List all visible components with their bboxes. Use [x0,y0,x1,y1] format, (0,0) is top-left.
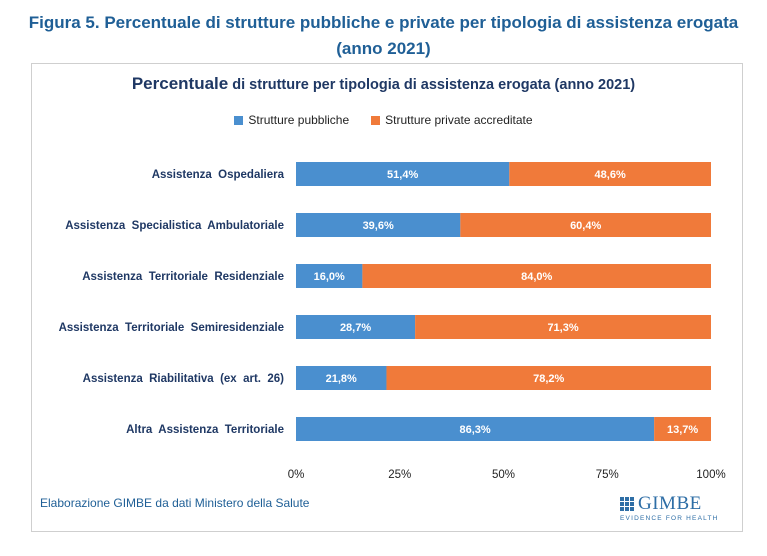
legend-label-private: Strutture private accreditate [385,113,533,127]
bar-value-label: 86,3% [459,424,490,436]
gimbe-logo-icon [620,497,634,511]
chart-title: Percentuale di strutture per tipologia d… [0,73,767,96]
bar-value-label: 84,0% [521,271,552,283]
legend-item-private: Strutture private accreditate [371,113,533,127]
source-note: Elaborazione GIMBE da dati Ministero del… [40,496,310,510]
category-label: Assistenza Territoriale Residenziale [82,271,284,283]
bar-private [415,315,711,339]
bar-value-label: 60,4% [570,220,601,232]
chart-title-lead: Percentuale [131,74,229,93]
logo-tagline: EVIDENCE FOR HEALTH [620,515,719,522]
x-tick-label: 100% [696,469,725,481]
bar-value-label: 21,8% [326,373,357,385]
figure-title: Figura 5. Percentuale di strutture pubbl… [28,13,739,32]
bar-value-label: 16,0% [314,271,345,283]
category-label: Assistenza Ospedaliera [152,169,285,181]
legend-label-public: Strutture pubbliche [248,113,350,127]
bar-private [362,264,711,288]
legend-item-public: Strutture pubbliche [234,113,349,127]
category-label: Assistenza Specialistica Ambulatoriale [65,220,284,232]
bar-public [296,213,461,237]
category-label: Assistenza Riabilitativa (ex art. 26) [83,373,284,385]
bar-public [296,417,655,441]
bar-value-label: 71,3% [547,322,578,334]
bar-private [460,213,711,237]
bar-public [296,264,363,288]
bar-private [654,417,711,441]
legend-swatch-private [371,115,381,125]
bar-value-label: 28,7% [340,322,371,334]
bar-value-label: 51,4% [387,169,418,181]
x-tick-label: 75% [596,469,619,481]
chart-title-rest: di strutture per tipologia di assistenza… [228,77,636,93]
bar-private [386,366,711,390]
x-tick-label: 0% [288,469,305,481]
logo-word: GIMBE [638,493,702,514]
x-tick-label: 50% [492,469,515,481]
chart-frame [31,63,743,532]
category-label: Altra Assistenza Territoriale [126,424,284,436]
bar-value-label: 48,6% [595,169,626,181]
bar-public [296,162,510,186]
bar-public [296,315,416,339]
category-label: Assistenza Territoriale Semiresidenziale [59,322,284,334]
figure-title-year: (anno 2021) [336,39,431,58]
gimbe-logo: GIMBE EVIDENCE FOR HEALTH [620,494,720,522]
bar-value-label: 13,7% [667,424,698,436]
x-tick-label: 25% [388,469,411,481]
bar-value-label: 78,2% [533,373,564,385]
legend-swatch-public [234,115,244,125]
bar-private [509,162,711,186]
bar-public [296,366,387,390]
bar-value-label: 39,6% [363,220,394,232]
chart-legend: Strutture pubbliche Strutture private ac… [0,113,767,127]
